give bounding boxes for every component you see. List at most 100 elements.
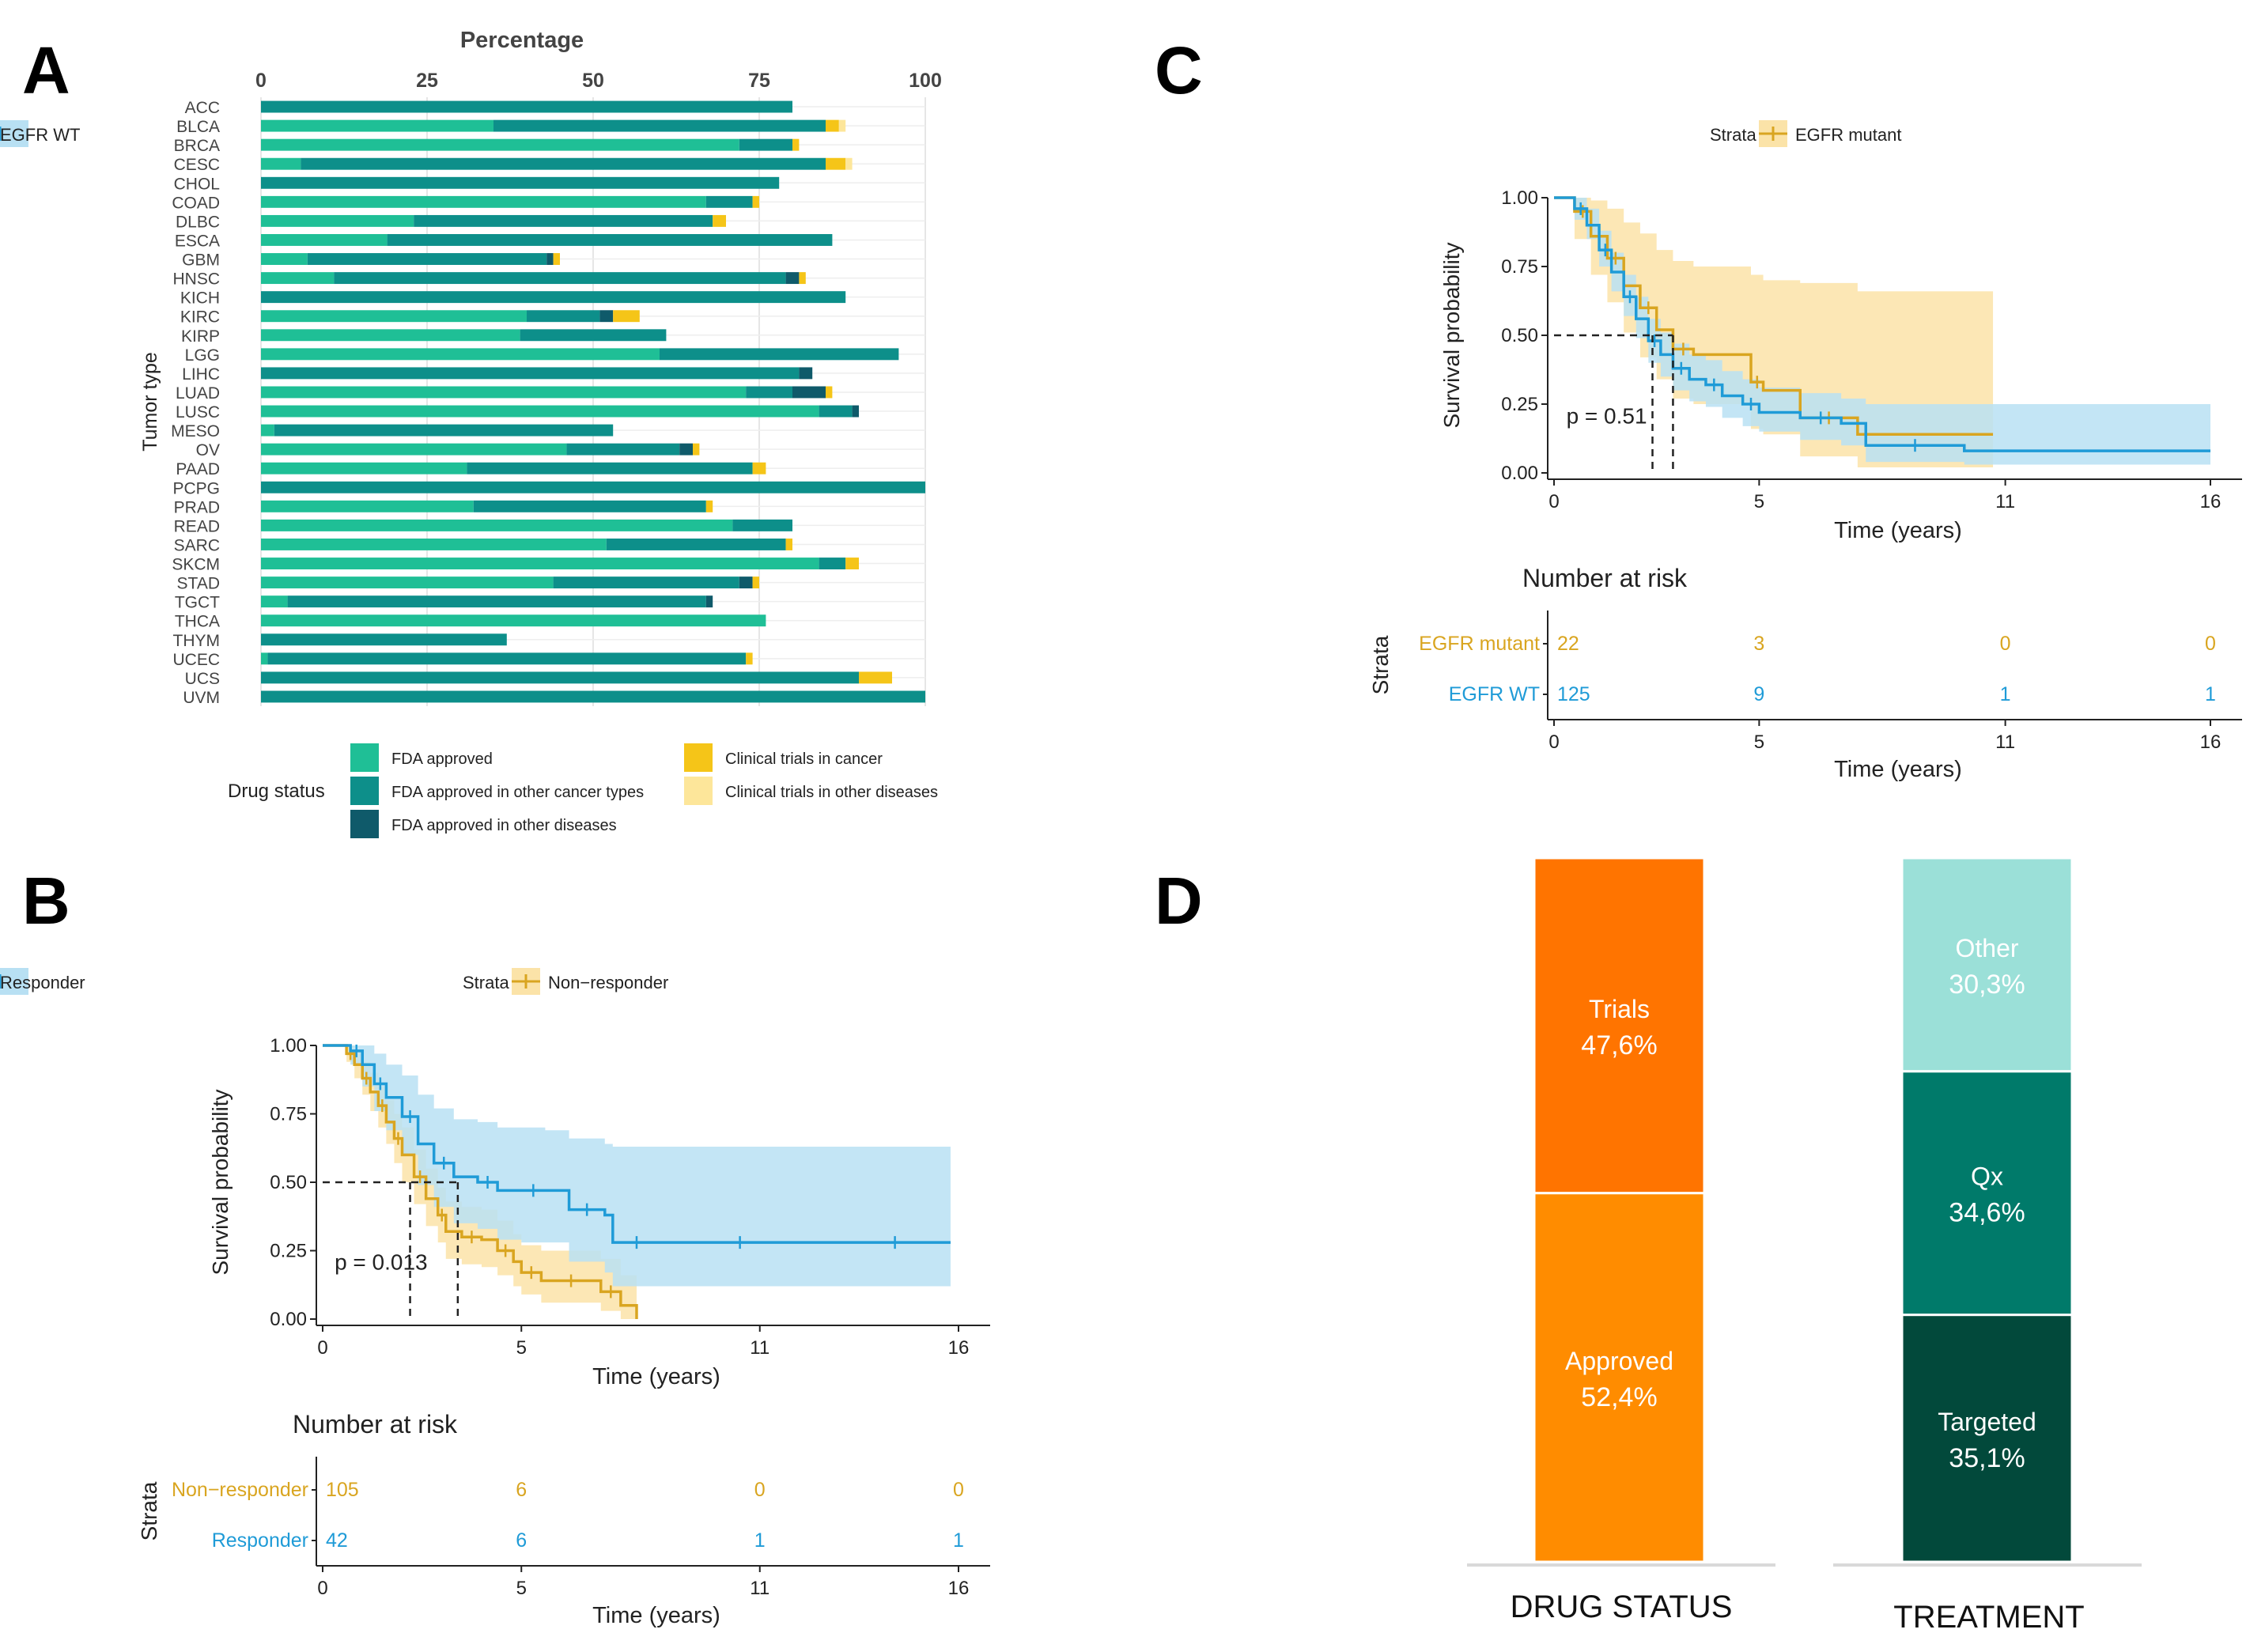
p-value: p = 0.013 [335,1250,428,1275]
bar-segment [819,405,853,418]
y-tick-label: PRAD [174,498,220,516]
y-tick-label: BRCA [174,137,220,155]
risk-table-title: Number at risk [1522,564,1688,592]
bar-segment [267,652,747,665]
x-tick-label: 16 [2200,491,2222,512]
bar-segment [261,291,846,304]
bar-segment [473,500,706,512]
y-tick-label: DLBC [176,213,220,231]
bar-segment [261,671,859,684]
bar-segment [414,214,713,227]
y-tick-label: KICH [180,289,220,308]
bar-segment [261,253,308,265]
bar-segment [467,462,753,474]
panel-d-stacked-columns: Approved 52,4% Trials 47,6% DRUG STATUS Targe… [1467,856,2142,1635]
confidence-band [1554,198,2210,465]
panel-c-km-plot: Strata EGFR mutant EGFR WT 0.00 0.25 0.50 0.75… [0,120,2242,782]
stacked-segment [1533,856,1706,1195]
bar-segment [261,329,520,342]
risk-strata-label: Strata [1368,635,1393,694]
y-tick-label: BLCA [176,118,220,136]
risk-strata-label: Strata [137,1481,161,1540]
y-tick-label: OV [196,441,220,459]
y-tick-label: PCPG [172,479,220,497]
x-tick-label: 11 [750,1337,769,1359]
bar-segment [739,138,792,151]
y-tick-label: 0.25 [1501,394,1538,415]
legend-label: Non−responder [548,973,668,992]
y-tick-label: 0.50 [270,1172,307,1193]
bar-segment [660,348,899,361]
bar-segment [307,253,547,265]
risk-x-tick-label: 5 [516,1578,527,1599]
bar-segment [799,367,813,380]
risk-count: 0 [953,1479,964,1501]
y-tick-label: GBM [182,251,220,270]
bar-segment [613,310,640,323]
legend-title: Drug status [228,781,325,802]
y-tick-label: 0.00 [270,1309,307,1330]
y-tick-label: UCS [185,670,220,688]
y-tick-label: LGG [185,346,220,365]
panel-label-b: B [22,864,70,938]
bar-segment [493,119,826,132]
bar-segment [261,386,747,399]
bar-segment [261,652,268,665]
survival-curve [323,1044,951,1244]
bar-segment [713,214,726,227]
bar-segment [845,157,853,170]
risk-row-label: Responder [212,1529,308,1552]
bar-segment [746,386,792,399]
bar-segment [792,138,800,151]
bar-segment [553,253,560,265]
segment-name: Approved [1565,1347,1673,1375]
legend-label: Clinical trials in other diseases [725,784,938,801]
bar-segment [261,100,792,113]
bar-segment [679,443,693,456]
y-tick-label: COAD [172,194,220,212]
risk-table-title: Number at risk [293,1410,458,1438]
panel-label-a: A [22,33,70,108]
y-tick-label: THCA [175,613,220,631]
y-tick-label: CESC [174,156,220,174]
y-tick-label: PAAD [176,460,220,478]
y-tick-label: 0.75 [1501,256,1538,278]
risk-x-axis-title: Time (years) [592,1603,720,1628]
risk-x-tick-label: 0 [317,1578,327,1599]
risk-row-label: EGFR WT [1449,683,1540,705]
bar-segment [520,329,667,342]
legend-label: FDA approved [391,750,493,768]
legend-swatch [350,777,379,805]
y-tick-label: UVM [183,689,220,707]
risk-x-tick-label: 5 [1754,731,1764,753]
legend-title: Strata [1710,125,1756,145]
y-tick-label: TGCT [175,594,220,612]
x-tick-label: 11 [1995,491,2015,512]
x-tick-label: 0 [1548,491,1559,512]
y-tick-label: 0.50 [1501,325,1538,346]
legend-label: EGFR WT [0,125,80,145]
bar-segment [546,253,554,265]
bar-segment [553,576,739,589]
risk-count: 9 [1753,683,1764,705]
bar-segment [599,310,614,323]
legend-swatch [684,777,713,805]
stacked-segment [1533,1192,1706,1563]
bar-segment [705,195,753,208]
y-tick-label: STAD [177,575,220,593]
legend-swatch [684,743,713,772]
risk-x-tick-label: 16 [948,1578,970,1599]
segment-percent: 47,6% [1581,1030,1657,1060]
legend-key-band [0,968,28,995]
segment-percent: 52,4% [1581,1382,1657,1412]
bar-segment [261,234,388,246]
bar-segment [261,690,925,703]
risk-x-tick-label: 0 [1548,731,1559,753]
risk-x-axis-title: Time (years) [1834,757,1962,782]
risk-row-label: Non−responder [172,1479,308,1501]
risk-x-tick-label: 16 [2200,731,2222,753]
x-tick-label: 75 [748,70,770,92]
bar-segment [852,405,859,418]
bar-segment [261,633,507,646]
risk-count: 105 [326,1479,359,1501]
